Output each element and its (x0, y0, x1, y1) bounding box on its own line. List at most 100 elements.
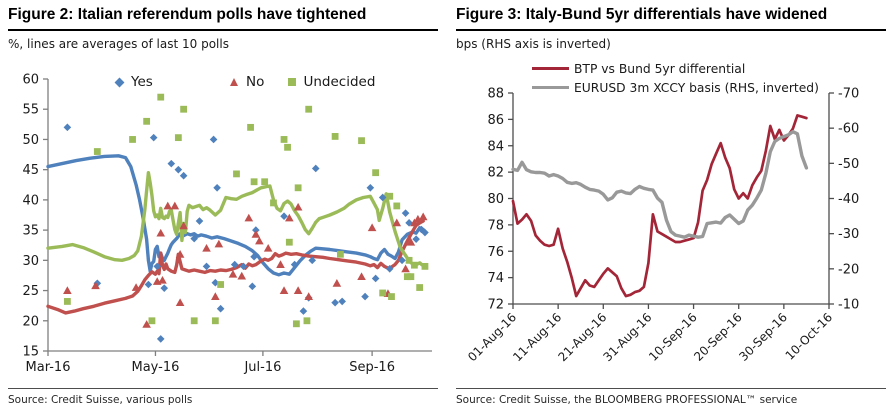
figure3-source: Source: Credit Suisse, the BLOOMBERG PRO… (456, 388, 886, 406)
poll-point-undecided (63, 298, 71, 305)
figure3-panel: 72 74 76 78 80 82 84 86 88 -70 -60 -50 -40 -30 -20 -10 0… (448, 0, 896, 419)
y-tick-label: 30 (22, 254, 39, 269)
poll-point-no (263, 243, 273, 252)
y-left-tick-label: 74 (487, 271, 504, 286)
x-tick-label: Jul-16 (243, 360, 281, 375)
poll-point-yes (290, 260, 299, 269)
y-tick-label: 50 (22, 133, 39, 148)
poll-point-yes (195, 217, 204, 225)
poll-point-no (251, 230, 261, 238)
fig3-axes (512, 93, 830, 305)
poll-point-undecided (386, 192, 394, 200)
poll-point-undecided (421, 262, 429, 270)
x-tick-label: 10-Oct-16 (783, 310, 836, 363)
xccy-line-swatch-icon (532, 85, 569, 90)
y-left-tick-label: 82 (487, 166, 504, 181)
legend-item-yes: Yes (114, 74, 153, 90)
poll-point-yes (398, 256, 406, 265)
legend-label-undecided: Undecided (303, 74, 376, 90)
poll-point-yes (153, 262, 162, 271)
x-tick-label: 20-Sep-16 (691, 310, 745, 364)
poll-point-undecided (280, 136, 288, 143)
poll-point-no (357, 272, 366, 281)
poll-point-yes (167, 159, 176, 168)
poll-point-yes (239, 262, 248, 271)
legend-label-xccy: EURUSD 3m XCCY basis (RHS, inverted) (574, 80, 819, 95)
poll-point-no (255, 236, 264, 245)
avg-line-undecided (46, 170, 425, 268)
poll-point-yes (202, 262, 211, 271)
no-triangle-icon (230, 78, 238, 86)
y-right-tick-label: -30 (838, 227, 859, 242)
poll-point-undecided (233, 170, 240, 178)
y-tick-label: 35 (22, 224, 39, 239)
poll-point-yes (174, 165, 183, 174)
poll-point-yes (190, 234, 199, 243)
avg-line-yes (46, 154, 425, 277)
poll-point-undecided (292, 320, 300, 328)
poll-point-yes (179, 171, 188, 180)
fig2-axes (47, 79, 432, 352)
poll-point-yes (209, 135, 218, 144)
y-tick-label: 20 (22, 314, 39, 329)
poll-point-undecided (190, 317, 198, 325)
poll-point-undecided (305, 105, 313, 113)
poll-point-no (406, 237, 416, 246)
y-right-tick-label: -40 (838, 192, 859, 207)
poll-point-yes (144, 280, 153, 289)
poll-point-undecided (331, 133, 339, 140)
legend-label-btp: BTP vs Bund 5yr differential (574, 61, 746, 76)
figure3-legend: BTP vs Bund 5yr differential EURUSD 3m X… (532, 59, 819, 97)
poll-point-yes (405, 219, 413, 227)
poll-point-yes (156, 335, 165, 343)
poll-point-no (418, 212, 428, 221)
poll-point-undecided (337, 250, 344, 258)
poll-point-yes (338, 297, 346, 306)
y-left-tick-label: 84 (487, 139, 504, 154)
poll-point-no (276, 260, 285, 268)
poll-point-undecided (180, 105, 188, 113)
poll-point-no (91, 281, 100, 290)
x-tick-label: May-16 (132, 360, 180, 375)
poll-point-yes (280, 212, 288, 221)
y-left-tick-label: 76 (487, 245, 504, 260)
figure3-title: Figure 3: Italy-Bund 5yr differentials h… (456, 6, 886, 31)
poll-point-undecided (372, 169, 380, 177)
poll-point-yes (421, 228, 429, 237)
legend-item-xccy: EURUSD 3m XCCY basis (RHS, inverted) (532, 78, 819, 97)
poll-point-yes (160, 284, 169, 292)
poll-point-yes (230, 260, 239, 269)
y-right-tick-label: -50 (838, 157, 859, 172)
poll-point-no (293, 202, 303, 211)
figure2-title: Figure 2: Italian referendum polls have … (8, 6, 438, 31)
poll-point-undecided (284, 143, 291, 151)
poll-point-no (413, 214, 423, 223)
poll-point-undecided (247, 123, 254, 131)
poll-point-undecided (148, 317, 156, 325)
poll-point-undecided (285, 238, 293, 246)
poll-point-undecided (388, 293, 395, 300)
figure2-chart: 15 20 25 30 35 40 45 50 55 60 Mar-16 May-16 Jul-16 Se… (22, 73, 432, 375)
poll-point-undecided (211, 317, 219, 325)
yes-diamond-icon (114, 77, 125, 87)
poll-point-no (214, 239, 224, 248)
poll-point-undecided (143, 117, 151, 125)
poll-point-no (244, 213, 254, 222)
y-left-tick-label: 78 (487, 218, 504, 233)
poll-point-no (285, 213, 294, 222)
poll-point-yes (361, 292, 369, 301)
figure2-subtitle: %, lines are averages of last 10 polls (8, 37, 229, 51)
poll-point-undecided (407, 273, 415, 281)
poll-point-undecided (174, 134, 182, 142)
poll-point-undecided (405, 256, 413, 264)
poll-point-no (401, 264, 410, 273)
figure2-source: Source: Credit Suisse, various polls (8, 388, 438, 406)
y-tick-label: 40 (22, 193, 39, 208)
legend-label-no: No (246, 74, 265, 90)
poll-point-no (202, 243, 211, 252)
figure3-subtitle: bps (RHS axis is inverted) (456, 37, 611, 51)
poll-point-no (237, 271, 247, 280)
poll-point-undecided (358, 137, 365, 145)
